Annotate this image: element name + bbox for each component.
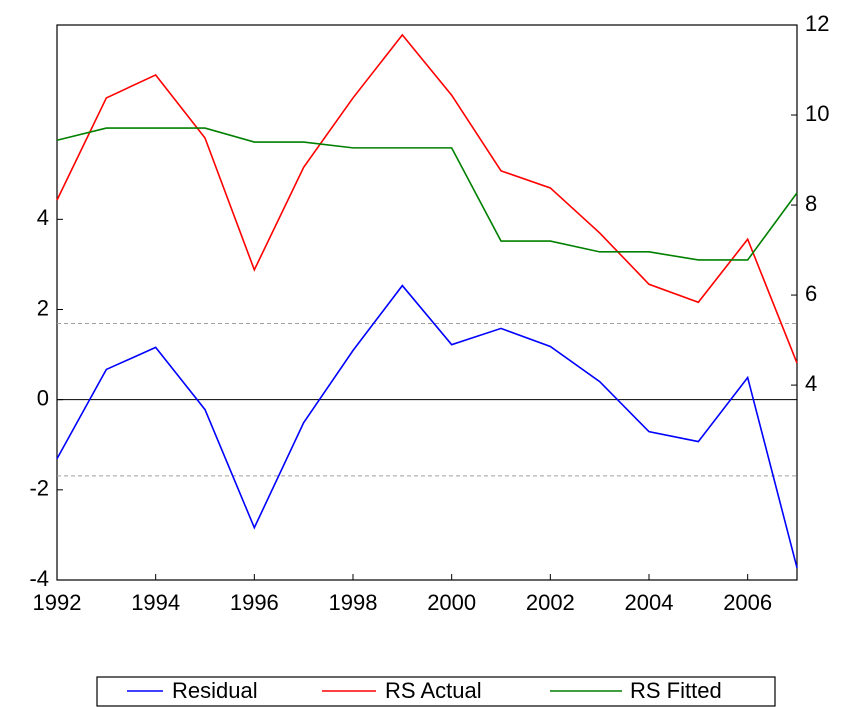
x-tick-label: 2000 [427,590,476,615]
y2-tick-label: 6 [805,281,817,306]
x-tick-label: 1992 [33,590,82,615]
x-tick-label: 1996 [230,590,279,615]
x-tick-label: 1998 [329,590,378,615]
series-line [56,284,798,569]
legend-label: RS Fitted [630,678,722,703]
y2-tick-label: 4 [805,371,817,396]
y2-tick-label: 10 [805,101,829,126]
legend-label: Residual [172,678,258,703]
y2-tick-label: 8 [805,191,817,216]
x-tick-label: 2002 [526,590,575,615]
y-tick-label: -4 [29,566,49,591]
y-tick-label: 0 [37,385,49,410]
y2-tick-label: 12 [805,11,829,36]
y-tick-label: 2 [37,295,49,320]
y-tick-label: 4 [37,205,49,230]
series-line [56,127,798,261]
series-line [56,33,798,364]
y-tick-label: -2 [29,476,49,501]
x-tick-label: 1994 [131,590,180,615]
x-tick-label: 2006 [723,590,772,615]
legend-box [96,676,776,707]
x-tick-label: 2004 [625,590,674,615]
legend-label: RS Actual [385,678,482,703]
plot-frame [56,24,798,581]
